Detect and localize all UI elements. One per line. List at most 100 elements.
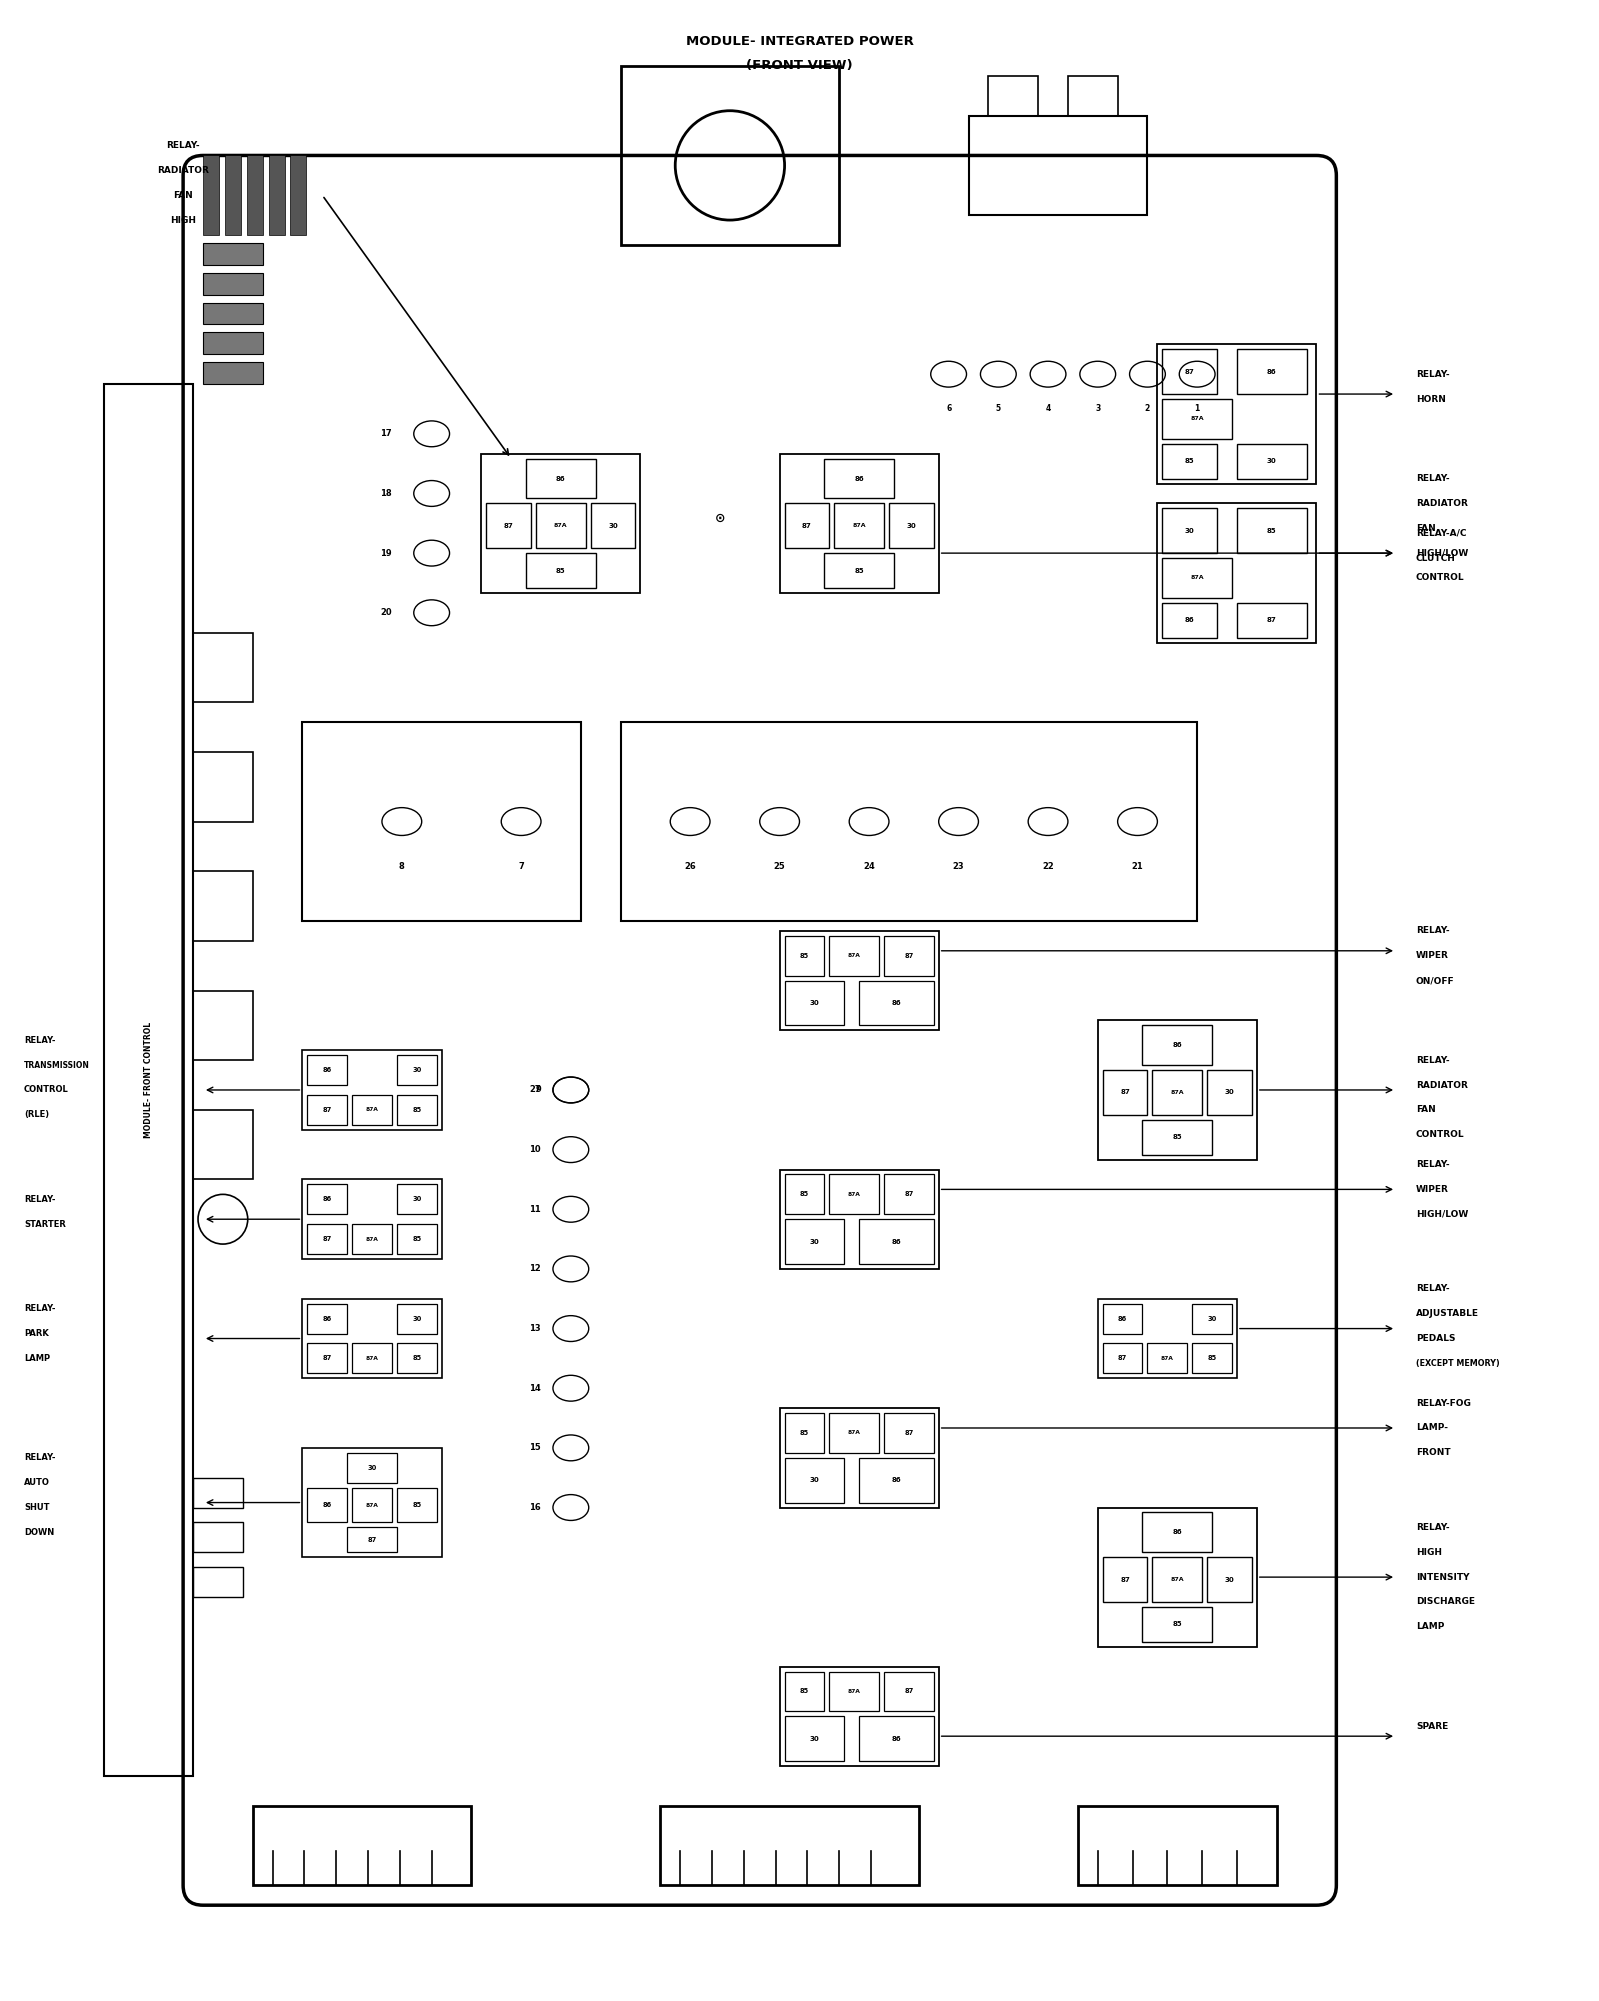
Text: 30: 30	[1225, 1089, 1234, 1095]
Text: 30: 30	[413, 1197, 422, 1203]
Text: 24: 24	[863, 862, 875, 870]
Bar	[307, 1095, 347, 1125]
Bar	[352, 1095, 392, 1125]
Text: 86: 86	[323, 1067, 333, 1073]
Text: 87: 87	[1121, 1577, 1130, 1583]
Text: 30: 30	[1225, 1577, 1234, 1583]
Bar	[1238, 508, 1306, 552]
Bar	[785, 1671, 825, 1711]
Bar	[397, 1185, 437, 1215]
Text: 27: 27	[529, 1085, 540, 1095]
Text: 87A: 87A	[847, 1689, 860, 1695]
Text: 30: 30	[1266, 458, 1276, 464]
Bar	[203, 156, 219, 234]
Text: 85: 85	[556, 568, 566, 574]
Bar	[193, 1111, 253, 1179]
Text: 85: 85	[1185, 458, 1194, 464]
Text: (RLE): (RLE)	[24, 1111, 50, 1119]
Text: 85: 85	[800, 952, 809, 958]
Bar	[193, 990, 253, 1061]
Text: FAN: FAN	[1415, 524, 1436, 532]
Bar	[785, 1219, 844, 1265]
Bar	[347, 1527, 397, 1553]
Text: RELAY-: RELAY-	[1415, 1285, 1450, 1293]
Bar	[352, 1343, 392, 1373]
Bar	[785, 1459, 844, 1503]
Text: DOWN: DOWN	[24, 1529, 54, 1537]
Bar	[780, 1169, 939, 1269]
Text: 87: 87	[1121, 1089, 1130, 1095]
Text: DISCHARGE: DISCHARGE	[1415, 1597, 1474, 1607]
Bar	[590, 504, 635, 548]
Text: 87: 87	[903, 1191, 913, 1197]
Text: 85: 85	[1172, 1135, 1182, 1141]
Bar	[1162, 602, 1217, 638]
Bar	[302, 1299, 441, 1379]
Text: 30: 30	[809, 1239, 819, 1245]
Text: 85: 85	[1172, 1621, 1182, 1627]
Bar	[1143, 1121, 1212, 1155]
Text: 86: 86	[323, 1197, 333, 1203]
Text: 87: 87	[903, 952, 913, 958]
Bar	[780, 454, 939, 592]
Text: HIGH/LOW: HIGH/LOW	[1415, 1211, 1468, 1219]
Bar	[352, 1225, 392, 1255]
Text: (EXCEPT MEMORY): (EXCEPT MEMORY)	[1415, 1359, 1500, 1369]
Bar	[660, 1805, 919, 1885]
Bar	[889, 504, 934, 548]
Bar	[1103, 1557, 1148, 1603]
Text: LAMP: LAMP	[24, 1355, 50, 1363]
Bar	[785, 504, 830, 548]
Bar	[302, 722, 580, 920]
Bar	[481, 454, 641, 592]
Text: 30: 30	[809, 1735, 819, 1741]
Text: 3: 3	[1095, 404, 1100, 414]
Bar	[291, 156, 307, 234]
Bar	[1158, 344, 1316, 484]
Text: 21: 21	[1132, 862, 1143, 870]
Text: 87: 87	[323, 1355, 333, 1361]
Text: 30: 30	[413, 1315, 422, 1321]
Text: RELAY-: RELAY-	[1415, 1523, 1450, 1533]
Text: 19: 19	[381, 548, 392, 558]
Text: (FRONT VIEW): (FRONT VIEW)	[747, 60, 852, 72]
Bar	[307, 1343, 347, 1373]
Bar	[1193, 1305, 1231, 1333]
Bar	[1238, 350, 1306, 394]
Text: 11: 11	[529, 1205, 540, 1215]
Bar	[397, 1487, 437, 1523]
Bar	[1162, 350, 1217, 394]
Text: 86: 86	[854, 476, 863, 482]
Text: 86: 86	[1266, 368, 1276, 374]
Bar	[859, 980, 934, 1025]
Bar	[307, 1305, 347, 1333]
Bar	[1162, 398, 1231, 438]
Text: 16: 16	[529, 1503, 540, 1513]
Text: 87: 87	[903, 1431, 913, 1437]
Text: CONTROL: CONTROL	[24, 1085, 69, 1095]
Bar	[1238, 602, 1306, 638]
Bar	[302, 1051, 441, 1131]
Text: INTENSITY: INTENSITY	[1415, 1573, 1469, 1581]
Text: 8: 8	[400, 862, 405, 870]
Text: SPARE: SPARE	[1415, 1721, 1449, 1731]
Bar	[302, 1449, 441, 1557]
Bar	[785, 936, 825, 976]
Text: 30: 30	[1207, 1315, 1217, 1321]
Text: CONTROL: CONTROL	[1415, 574, 1465, 582]
Text: 87A: 87A	[852, 524, 867, 528]
Text: 87: 87	[368, 1537, 377, 1543]
Text: RELAY-: RELAY-	[24, 1453, 56, 1463]
Text: 30: 30	[368, 1465, 377, 1471]
Text: 86: 86	[892, 1000, 902, 1007]
Bar	[307, 1055, 347, 1085]
Text: 25: 25	[774, 862, 785, 870]
Bar	[1207, 1071, 1252, 1115]
Bar	[830, 1413, 879, 1453]
Text: 86: 86	[556, 476, 566, 482]
Text: FAN: FAN	[1415, 1105, 1436, 1115]
Text: FAN: FAN	[173, 190, 193, 200]
Bar	[859, 1717, 934, 1761]
Text: 15: 15	[529, 1443, 540, 1453]
Bar	[884, 1413, 934, 1453]
